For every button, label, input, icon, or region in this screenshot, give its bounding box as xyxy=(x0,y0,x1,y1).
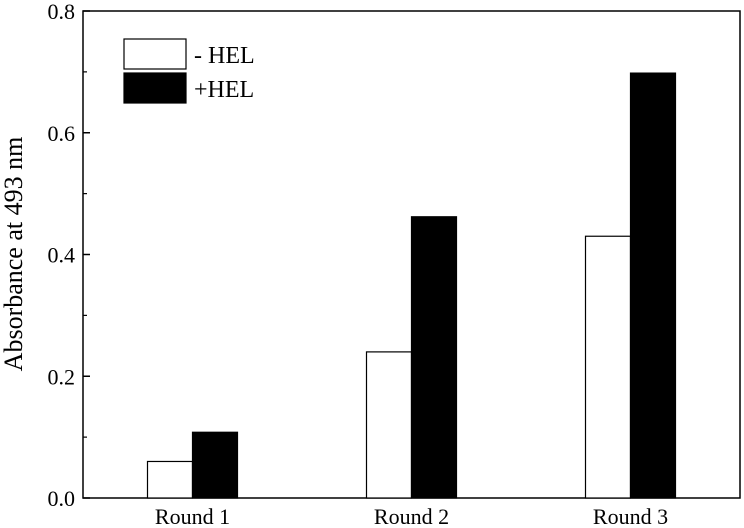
bar-plus-hel-1 xyxy=(191,431,239,499)
bar-plus-hel-3 xyxy=(629,72,677,499)
y-tick-label: 0.6 xyxy=(48,121,76,146)
y-tick-label: 0.2 xyxy=(48,364,76,389)
bar-plus-hel-2 xyxy=(410,216,458,499)
bar-minus-hel-1 xyxy=(146,460,194,499)
y-axis-title: Absorbance at 493 nm xyxy=(0,137,28,372)
legend: - HEL +HEL xyxy=(123,38,255,104)
legend-swatch xyxy=(123,38,187,70)
legend-label: - HEL xyxy=(194,43,255,69)
x-axis-labels: Round 1 Round 2 Round 3 xyxy=(155,504,668,528)
bar-minus-hel-2 xyxy=(365,351,413,499)
y-axis-ticks: 0.0 0.2 0.4 0.6 0.8 xyxy=(48,0,90,511)
x-tick-label: Round 2 xyxy=(374,504,449,528)
legend-swatch xyxy=(123,72,187,104)
x-tick-label: Round 1 xyxy=(155,504,230,528)
y-tick-label: 0.4 xyxy=(48,243,76,268)
x-tick-label: Round 3 xyxy=(593,504,668,528)
y-tick-label: 0.8 xyxy=(48,0,76,24)
bars xyxy=(146,72,677,499)
legend-label: +HEL xyxy=(194,77,254,103)
y-tick-label: 0.0 xyxy=(48,486,76,511)
bar-minus-hel-3 xyxy=(584,235,632,499)
